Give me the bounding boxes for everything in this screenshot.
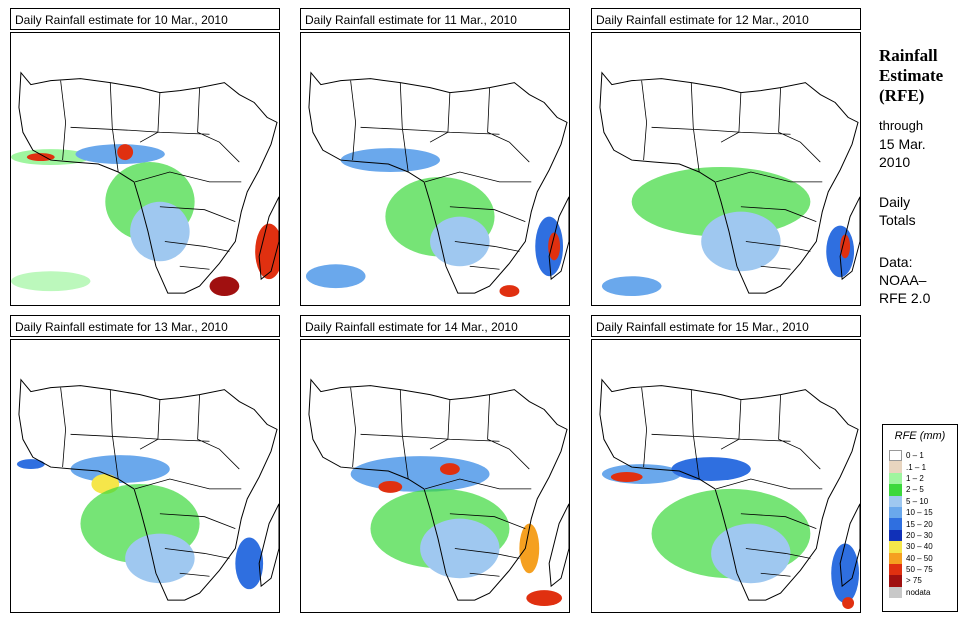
- legend-label: 30 – 40: [906, 542, 933, 552]
- legend-item: > 75: [889, 575, 957, 587]
- legend-item: 40 – 50: [889, 552, 957, 564]
- legend-swatch: [889, 541, 902, 553]
- africa-map: [305, 72, 569, 298]
- panel-title: Daily Rainfall estimate for 10 Mar., 201…: [10, 8, 280, 30]
- africa-map: [599, 72, 860, 297]
- legend-swatch: [889, 563, 902, 576]
- legend-item: 5 – 10: [889, 495, 957, 507]
- data-source-block: Data: NOAA– RFE 2.0: [879, 253, 930, 307]
- sidebar-title: Rainfall Estimate (RFE): [879, 46, 943, 106]
- totals-line: Totals: [879, 212, 916, 228]
- panel-title: Daily Rainfall estimate for 14 Mar., 201…: [300, 315, 570, 337]
- rainfall-panel-13-mar: Daily Rainfall estimate for 13 Mar., 201…: [10, 315, 282, 613]
- legend-swatch: [889, 472, 902, 485]
- legend-item: .1 – 1: [889, 461, 957, 473]
- africa-map: [599, 379, 860, 610]
- legend-item: nodata: [889, 586, 957, 599]
- legend-label: 20 – 30: [906, 530, 933, 540]
- legend-item: 10 – 15: [889, 506, 957, 519]
- legend-item: 20 – 30: [889, 529, 957, 542]
- legend-label: 10 – 15: [906, 508, 933, 518]
- africa-map: [16, 379, 279, 601]
- panel-title: Daily Rainfall estimate for 11 Mar., 201…: [300, 8, 570, 30]
- legend-label: 1 – 2: [906, 473, 924, 483]
- legend-swatch: [889, 552, 902, 564]
- sidebar-title-line: Rainfall: [879, 46, 938, 65]
- rainfall-map: [591, 32, 861, 306]
- legend-title: RFE (mm): [894, 430, 946, 442]
- panel-title: Daily Rainfall estimate for 15 Mar., 201…: [591, 315, 861, 337]
- sidebar-title-line: (RFE): [879, 86, 925, 105]
- sidebar-title-line: Estimate: [879, 66, 944, 85]
- legend-swatch: [889, 450, 902, 462]
- legend-swatch: [889, 495, 902, 507]
- legend-swatch: [889, 575, 902, 587]
- through-block: through 15 Mar. 2010: [879, 117, 926, 171]
- data-source: RFE 2.0: [879, 290, 931, 306]
- legend-swatch: [889, 529, 902, 542]
- panel-title: Daily Rainfall estimate for 12 Mar., 201…: [591, 8, 861, 30]
- legend-item: 30 – 40: [889, 541, 957, 553]
- legend-label: 15 – 20: [906, 519, 933, 529]
- legend-label: .1 – 1: [906, 462, 927, 472]
- rainfall-map: [300, 32, 570, 306]
- rainfall-panel-10-mar: Daily Rainfall estimate for 10 Mar., 201…: [10, 8, 282, 306]
- legend-item: 1 – 2: [889, 472, 957, 485]
- legend-item: 2 – 5: [889, 484, 957, 496]
- rainfall-panel-15-mar: Daily Rainfall estimate for 15 Mar., 201…: [591, 315, 863, 613]
- africa-map: [308, 379, 569, 607]
- panel-title: Daily Rainfall estimate for 13 Mar., 201…: [10, 315, 280, 337]
- through-date: 2010: [879, 154, 911, 170]
- africa-map: [11, 72, 279, 297]
- rainfall-map: [10, 32, 280, 306]
- legend-label: 40 – 50: [906, 553, 933, 563]
- legend-swatch: [889, 506, 902, 519]
- through-date: 15 Mar.: [879, 136, 926, 152]
- legend-label: > 75: [906, 576, 922, 586]
- rainfall-panel-12-mar: Daily Rainfall estimate for 12 Mar., 201…: [591, 8, 863, 306]
- legend-item: 15 – 20: [889, 518, 957, 530]
- legend-swatch: [889, 518, 902, 530]
- totals-block: Daily Totals: [879, 193, 916, 229]
- totals-line: Daily: [879, 194, 911, 210]
- data-label: Data:: [879, 254, 913, 270]
- rainfall-map: [10, 339, 280, 613]
- rainfall-map: [591, 339, 861, 613]
- legend-label: 50 – 75: [906, 565, 933, 575]
- legend-label: 0 – 1: [906, 451, 924, 461]
- legend-swatch: [889, 586, 902, 599]
- legend-item: 0 – 1: [889, 450, 957, 462]
- legend-label: 5 – 10: [906, 496, 929, 506]
- rainfall-map: [300, 339, 570, 613]
- legend-label: nodata: [906, 587, 931, 597]
- rainfall-panel-11-mar: Daily Rainfall estimate for 11 Mar., 201…: [300, 8, 572, 306]
- through-label: through: [879, 118, 924, 133]
- legend-item: 50 – 75: [889, 563, 957, 576]
- data-source: NOAA–: [879, 272, 927, 288]
- legend-swatch: [889, 484, 902, 496]
- legend-swatch: [889, 461, 902, 473]
- rainfall-panel-14-mar: Daily Rainfall estimate for 14 Mar., 201…: [300, 315, 572, 613]
- legend-label: 2 – 5: [906, 485, 924, 495]
